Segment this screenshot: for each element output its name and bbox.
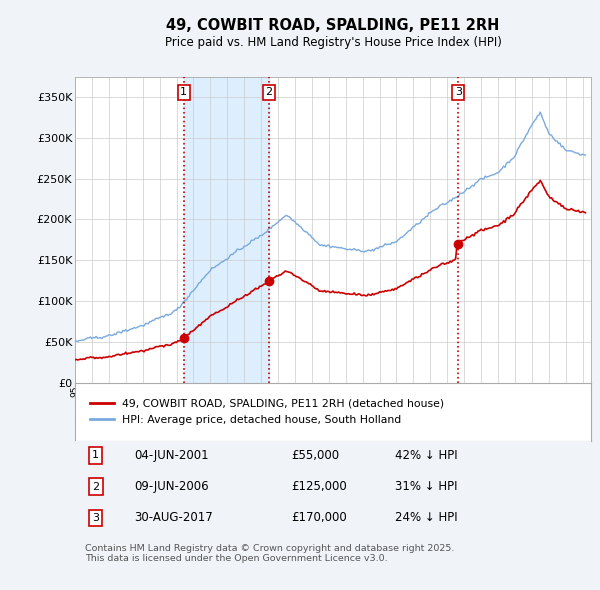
Legend: 49, COWBIT ROAD, SPALDING, PE11 2RH (detached house), HPI: Average price, detach: 49, COWBIT ROAD, SPALDING, PE11 2RH (det… <box>86 394 449 429</box>
Text: 30-AUG-2017: 30-AUG-2017 <box>134 512 213 525</box>
Text: 3: 3 <box>92 513 99 523</box>
Text: 1: 1 <box>92 450 99 460</box>
Text: Price paid vs. HM Land Registry's House Price Index (HPI): Price paid vs. HM Land Registry's House … <box>164 36 502 49</box>
Text: 49, COWBIT ROAD, SPALDING, PE11 2RH: 49, COWBIT ROAD, SPALDING, PE11 2RH <box>166 18 500 33</box>
Text: £125,000: £125,000 <box>292 480 347 493</box>
Text: 09-JUN-2006: 09-JUN-2006 <box>134 480 209 493</box>
Text: 24% ↓ HPI: 24% ↓ HPI <box>395 512 458 525</box>
Text: 2: 2 <box>265 87 272 97</box>
Text: 3: 3 <box>455 87 462 97</box>
Text: 1: 1 <box>180 87 187 97</box>
Text: £55,000: £55,000 <box>292 449 340 462</box>
Text: Contains HM Land Registry data © Crown copyright and database right 2025.
This d: Contains HM Land Registry data © Crown c… <box>85 544 455 563</box>
Text: 2: 2 <box>92 481 99 491</box>
Text: 31% ↓ HPI: 31% ↓ HPI <box>395 480 457 493</box>
Text: 42% ↓ HPI: 42% ↓ HPI <box>395 449 458 462</box>
Text: 04-JUN-2001: 04-JUN-2001 <box>134 449 209 462</box>
Bar <box>184 77 269 382</box>
Text: £170,000: £170,000 <box>292 512 347 525</box>
